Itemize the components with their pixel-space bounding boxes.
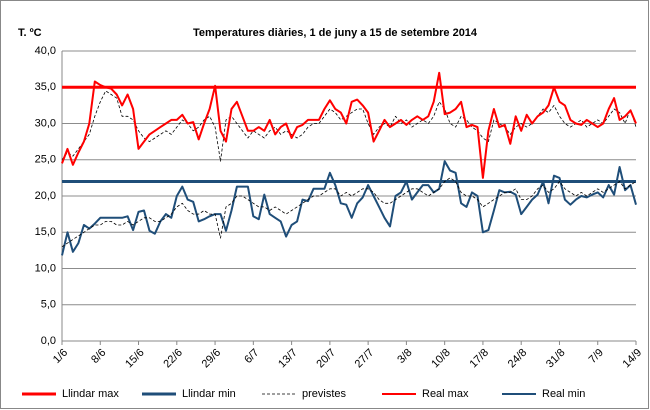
data-line (61, 160, 637, 256)
forecast-line (61, 90, 637, 162)
y-tick-label: 25,0 (35, 154, 56, 166)
y-tick-label: 40,0 (35, 45, 56, 57)
y-tick-label: 20,0 (35, 190, 56, 202)
y-axis-label: T. ºC (18, 27, 42, 39)
y-tick-label: 35,0 (35, 81, 56, 93)
legend-label: Llindar min (182, 388, 236, 400)
y-tick-label: 30,0 (35, 117, 56, 129)
y-tick-label: 5,0 (41, 299, 56, 311)
legend-label: Llindar max (62, 388, 119, 400)
y-tick-label: 0,0 (41, 335, 56, 347)
legend-label: Real min (542, 388, 585, 400)
y-tick-label: 15,0 (35, 226, 56, 238)
y-tick-label: 10,0 (35, 262, 56, 274)
legend-label: previstes (302, 388, 347, 400)
forecast-line (61, 177, 637, 248)
chart-title: Temperatures diàries, 1 de juny a 15 de … (193, 27, 478, 39)
data-line (61, 71, 637, 179)
legend-label: Real max (422, 388, 469, 400)
